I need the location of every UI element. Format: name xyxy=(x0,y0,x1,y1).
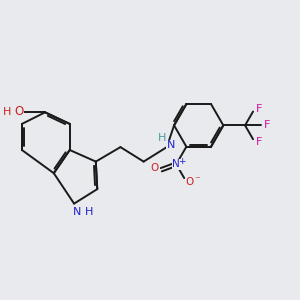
Text: O: O xyxy=(151,163,159,173)
Text: +: + xyxy=(178,158,185,166)
Text: H: H xyxy=(84,207,93,217)
Text: F: F xyxy=(256,104,262,114)
Text: N: N xyxy=(172,159,180,169)
Text: H: H xyxy=(3,107,11,117)
Text: F: F xyxy=(264,120,271,130)
Text: H: H xyxy=(158,134,166,143)
Text: N: N xyxy=(167,140,176,150)
Text: F: F xyxy=(256,137,262,147)
Text: N: N xyxy=(74,207,82,217)
Text: O: O xyxy=(14,105,24,118)
Text: O: O xyxy=(186,176,194,187)
Text: ⁻: ⁻ xyxy=(194,176,200,185)
